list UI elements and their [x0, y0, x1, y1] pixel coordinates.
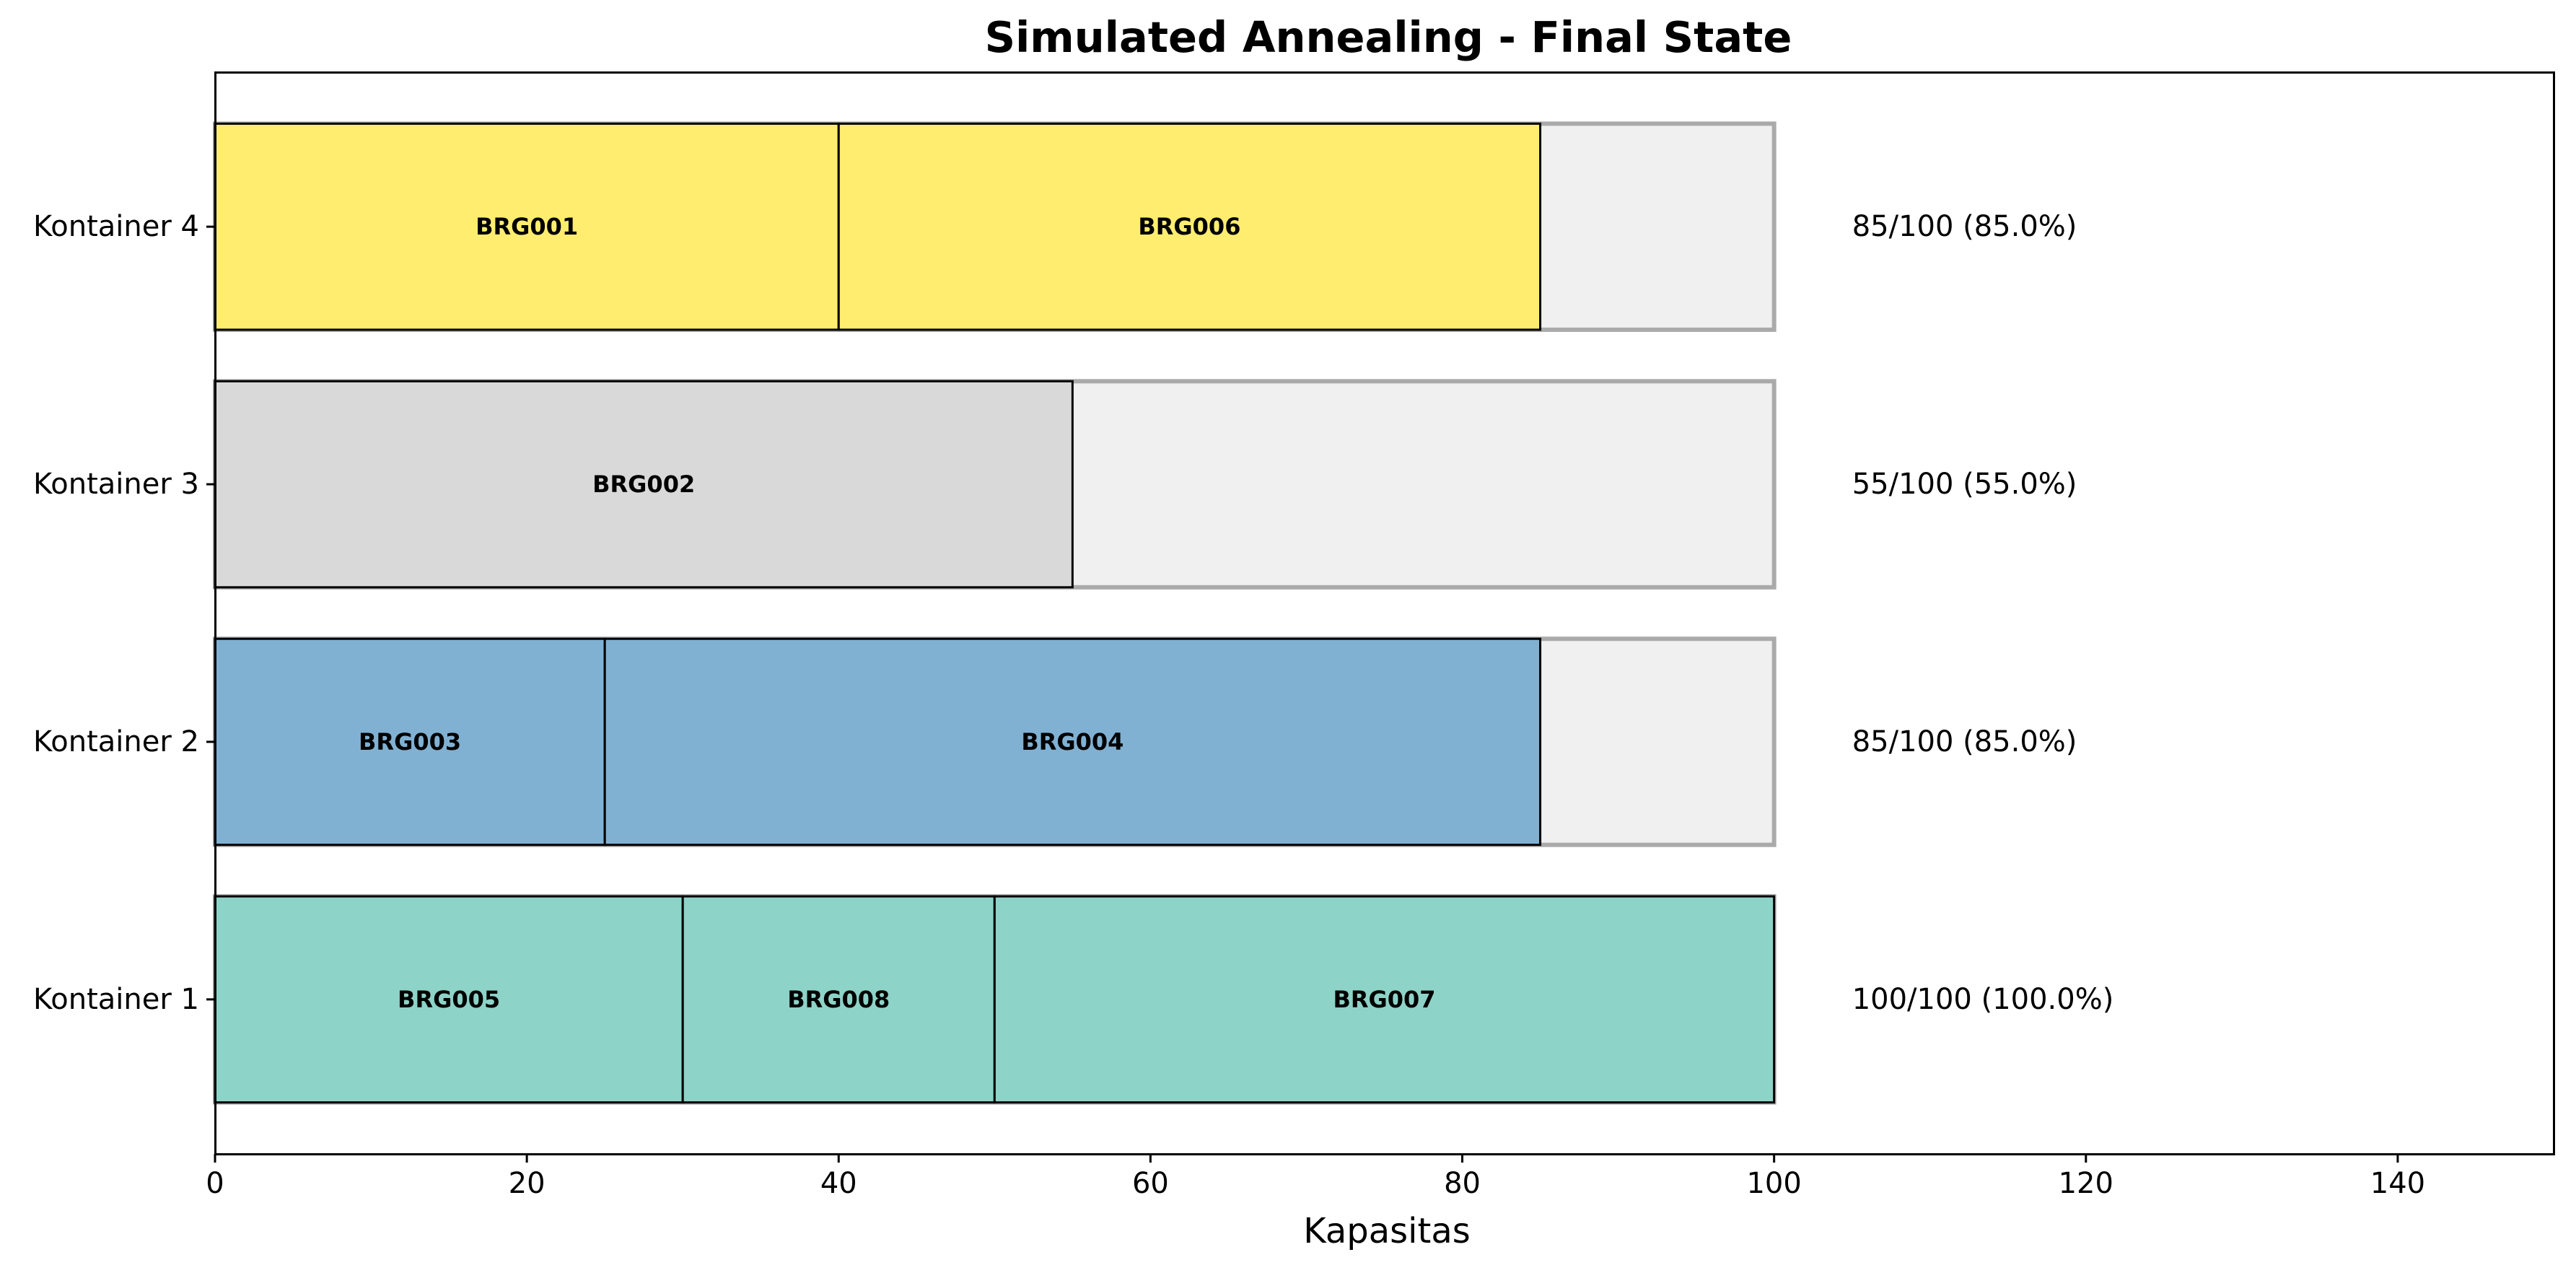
- item-bar-brg003: [214, 637, 606, 847]
- item-bar-brg002: [214, 380, 1074, 589]
- plot-frame: [214, 71, 2555, 1155]
- utilization-label-kontainer-3: 55/100 (55.0%): [1852, 468, 2077, 501]
- bars-layer: BRG005 BRG008 BRG007 BRG003 BRG004 BRG002 BRG0…: [213, 121, 1777, 1105]
- chart-title: Simulated Annealing - Final State: [985, 12, 1792, 62]
- annotations-layer: 100/100 (100.0%) 85/100 (85.0%) 55/100 (55…: [1852, 210, 2114, 1016]
- item-bar-brg007: [993, 895, 1776, 1104]
- item-label-brg008: BRG008: [787, 986, 890, 1013]
- x-axis-label: Kapasitas: [1303, 1211, 1471, 1251]
- item-label-brg006: BRG006: [1138, 213, 1240, 240]
- ticks-layer: Kontainer 1 Kontainer 2 Kontainer 3 Kontain…: [33, 210, 2425, 1200]
- item-bar-brg004: [603, 637, 1542, 847]
- x-tick-label-140: 140: [2370, 1167, 2425, 1200]
- y-tick-label-kontainer-3: Kontainer 3: [33, 468, 199, 501]
- y-tick-label-kontainer-2: Kontainer 2: [33, 725, 199, 758]
- x-tick-label-40: 40: [820, 1167, 857, 1200]
- x-tick-label-60: 60: [1132, 1167, 1169, 1200]
- item-label-brg003: BRG003: [359, 728, 461, 756]
- x-tick-label-80: 80: [1444, 1167, 1481, 1200]
- x-tick-label-20: 20: [509, 1167, 546, 1200]
- item-bar-brg005: [214, 895, 684, 1104]
- item-bar-brg001: [214, 122, 840, 331]
- x-tick-label-100: 100: [1746, 1167, 1801, 1200]
- y-tick-label-kontainer-1: Kontainer 1: [33, 983, 199, 1016]
- item-label-brg001: BRG001: [476, 213, 578, 240]
- item-label-brg007: BRG007: [1333, 986, 1435, 1013]
- utilization-label-kontainer-1: 100/100 (100.0%): [1852, 983, 2114, 1016]
- item-bar-brg008: [681, 895, 996, 1104]
- item-label-brg002: BRG002: [592, 471, 695, 498]
- y-tick-label-kontainer-4: Kontainer 4: [33, 210, 199, 243]
- utilization-label-kontainer-2: 85/100 (85.0%): [1852, 725, 2077, 758]
- x-tick-label-0: 0: [206, 1167, 224, 1200]
- x-tick-label-120: 120: [2059, 1167, 2113, 1200]
- item-label-brg005: BRG005: [398, 986, 500, 1013]
- utilization-label-kontainer-4: 85/100 (85.0%): [1852, 210, 2077, 243]
- item-label-brg004: BRG004: [1021, 728, 1123, 756]
- item-bar-brg006: [837, 122, 1542, 331]
